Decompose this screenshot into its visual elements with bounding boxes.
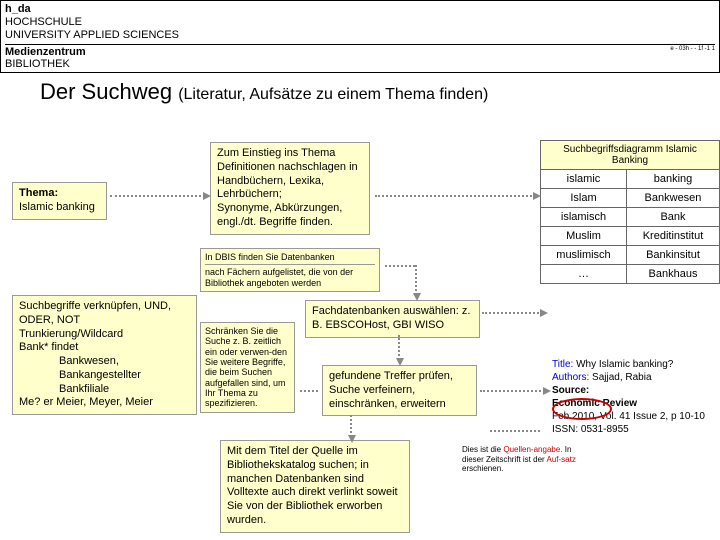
table-row: MuslimKreditinstitut: [541, 227, 720, 246]
src-label: Source:: [552, 385, 589, 396]
source-circle: [552, 398, 612, 420]
quelle-note: Dies ist die Quellen-angabe. In dieser Z…: [462, 445, 592, 474]
table-row: islamicbanking: [541, 170, 720, 189]
title-sub: (Literatur, Aufsätze zu einem Thema find…: [178, 86, 488, 103]
arrow-3: [385, 265, 415, 267]
synonyme-text: Synonyme, Abkürzungen, engl./dt. Begriff…: [217, 202, 342, 228]
logo: h_da: [5, 3, 31, 15]
dbis-line-1: In DBIS finden Sie Datenbanken: [205, 252, 335, 262]
header-date: e - 03h - - 1f -1 1: [670, 46, 715, 70]
treffer-text: gefundene Treffer prüfen, Suche verfeine…: [329, 370, 453, 410]
src-auth-val: Sajjad, Rabia: [592, 372, 651, 383]
quelle-r2: Auf-satz: [546, 455, 575, 464]
katalog-text: Mit dem Titel der Quelle im Bibliotheksk…: [227, 445, 398, 526]
fachdb-text: Fachdatenbanken auswählen: z. B. EBSCOHo…: [312, 305, 470, 331]
verknuepf-box: Suchbegriffe verknüpfen, UND, ODER, NOT …: [12, 295, 197, 415]
dept-2: BIBLIOTHEK: [5, 58, 70, 70]
arrow-4: [482, 312, 542, 314]
arrow-2: [375, 195, 535, 197]
quelle-r1: Quellen-angabe.: [503, 445, 562, 454]
einstieg-box: Zum Einstieg ins Thema Definitionen nach…: [210, 142, 370, 235]
dbis-line-2: nach Fächern aufgelistet, die von der Bi…: [205, 267, 353, 287]
school-line-1: HOCHSCHULE: [5, 16, 82, 28]
arrow-7: [480, 390, 545, 392]
title-main: Der Suchweg: [40, 79, 172, 104]
thema-label: Thema:: [19, 187, 58, 199]
katalog-box: Mit dem Titel der Quelle im Bibliotheksk…: [220, 440, 410, 533]
schranken-text: Schränken Sie die Suche z. B. zeitlich e…: [205, 326, 287, 408]
src-auth-label: Authors:: [552, 372, 589, 383]
verknuepf-l4: Bankwesen, Bankangestellter Bankfiliale: [19, 355, 190, 396]
src-title-val: Why Islamic banking?: [576, 359, 673, 370]
matrix-wrap: Suchbegriffsdiagramm Islamic Banking isl…: [540, 140, 720, 284]
dbis-box: In DBIS finden Sie Datenbanken nach Fäch…: [200, 248, 380, 292]
matrix-title: Suchbegriffsdiagramm Islamic Banking: [541, 141, 720, 170]
dept-1: Medienzentrum: [5, 46, 86, 58]
thema-box: Thema: Islamic banking: [12, 182, 107, 220]
school-line-2: UNIVERSITY APPLIED SCIENCES: [5, 29, 179, 41]
header: h_da HOCHSCHULE UNIVERSITY APPLIED SCIEN…: [0, 0, 720, 73]
schranken-box: Schränken Sie die Suche z. B. zeitlich e…: [200, 322, 295, 413]
treffer-box: gefundene Treffer prüfen, Suche verfeine…: [322, 365, 477, 416]
arrow-9: [490, 430, 540, 432]
verknuepf-l1: Suchbegriffe verknüpfen, UND, ODER, NOT: [19, 300, 171, 326]
verknuepf-l3: Bank* findet: [19, 341, 78, 353]
header-divider: [5, 44, 715, 45]
arrow-8: [350, 415, 352, 437]
arrow-1: [110, 195, 205, 197]
src-val3: ISSN: 0531-8955: [552, 424, 629, 435]
verknuepf-l5: Me? er Meier, Meyer, Meier: [19, 396, 153, 408]
source-box: Title: Why Islamic banking? Authors: Saj…: [552, 358, 712, 436]
quelle-l3: erschienen.: [462, 464, 503, 473]
table-row: IslamBankwesen: [541, 189, 720, 208]
header-bottom: Medienzentrum BIBLIOTHEK e - 03h - - 1f …: [5, 46, 715, 70]
arrow-3b: [415, 265, 417, 295]
table-row: muslimischBankinsitut: [541, 246, 720, 265]
arrow-6: [398, 335, 400, 360]
src-title-label: Title:: [552, 359, 573, 370]
fachdb-box: Fachdatenbanken auswählen: z. B. EBSCOHo…: [305, 300, 480, 338]
matrix-table: Suchbegriffsdiagramm Islamic Banking isl…: [540, 140, 720, 284]
verknuepf-l2: Trunkierung/Wildcard: [19, 328, 123, 340]
einstieg-text: Zum Einstieg ins Thema Definitionen nach…: [217, 147, 358, 200]
page-title: Der Suchweg (Literatur, Aufsätze zu eine…: [0, 73, 720, 109]
header-top: h_da HOCHSCHULE UNIVERSITY APPLIED SCIEN…: [5, 3, 715, 43]
arrow-5: [300, 390, 318, 392]
thema-value: Islamic banking: [19, 201, 95, 213]
quelle-l1: Dies ist die: [462, 445, 503, 454]
table-row: …Bankhaus: [541, 265, 720, 284]
table-row: islamischBank: [541, 208, 720, 227]
